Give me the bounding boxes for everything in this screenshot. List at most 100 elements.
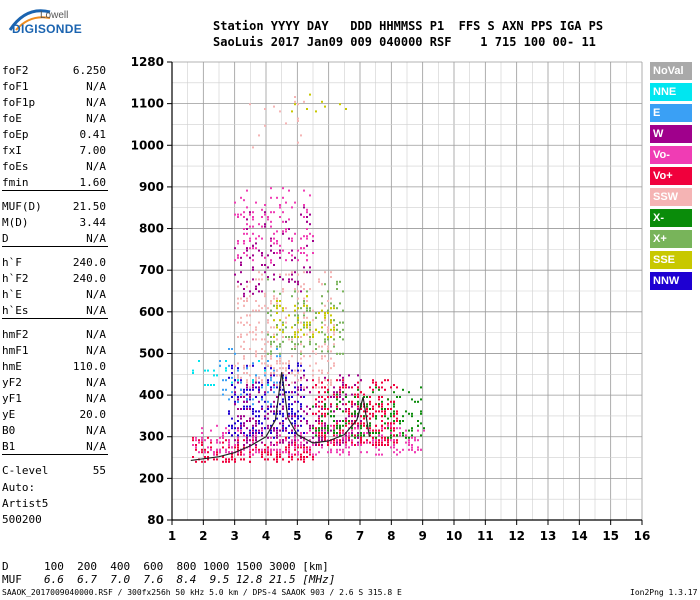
- echo-point: [321, 424, 323, 427]
- echo-point: [252, 441, 254, 444]
- echo-point: [330, 403, 332, 406]
- echo-point: [324, 340, 326, 343]
- echo-point: [291, 396, 293, 398]
- echo-point: [276, 240, 278, 242]
- echo-point: [282, 427, 284, 430]
- chart-grid: [171, 61, 643, 521]
- param-value: 7.00: [79, 144, 107, 157]
- echo-point: [402, 388, 404, 391]
- echo-point: [339, 420, 341, 422]
- echo-point: [270, 237, 272, 240]
- echo-point: [252, 218, 254, 221]
- echo-point: [396, 420, 398, 422]
- echo-point: [273, 448, 275, 451]
- echo-point: [345, 396, 347, 398]
- echo-point: [237, 321, 239, 324]
- echo-point: [270, 453, 272, 456]
- echo-point: [294, 420, 296, 422]
- echo-point: [339, 352, 341, 355]
- echo-point: [270, 187, 272, 190]
- echo-point: [261, 429, 263, 432]
- echo-point: [252, 386, 254, 389]
- echo-point: [276, 300, 278, 302]
- echo-point: [321, 429, 323, 432]
- echo-point: [393, 439, 395, 442]
- echo-point: [309, 439, 311, 442]
- echo-point: [204, 451, 206, 454]
- echo-point: [228, 460, 230, 463]
- echo-point: [294, 290, 296, 293]
- echo-point: [267, 436, 269, 439]
- x-tick-label: 8: [387, 529, 395, 543]
- echo-point: [252, 244, 254, 247]
- echo-point: [291, 417, 293, 420]
- echo-point: [270, 336, 272, 338]
- echo-point: [234, 201, 236, 204]
- echo-point: [249, 211, 251, 214]
- echo-point: [240, 408, 242, 410]
- echo-point: [261, 338, 263, 341]
- echo-point: [249, 434, 251, 437]
- echo-point: [357, 400, 359, 403]
- echo-point: [249, 417, 251, 420]
- y-tick-label: 80: [147, 513, 164, 527]
- echo-point: [333, 391, 335, 394]
- echo-point: [360, 432, 362, 434]
- echo-point: [366, 441, 368, 444]
- param-name: foF2: [2, 64, 29, 77]
- echo-point: [297, 379, 299, 382]
- echo-point: [225, 451, 227, 454]
- echo-point: [309, 321, 311, 324]
- param-row: foF2 6.250: [2, 64, 106, 78]
- echo-point: [312, 374, 314, 377]
- echo-points: [192, 93, 425, 463]
- echo-point: [237, 256, 239, 259]
- echo-point: [324, 312, 326, 314]
- x-tick-label: 15: [602, 529, 619, 543]
- echo-point: [366, 432, 368, 434]
- echo-point: [270, 379, 272, 382]
- echo-point: [243, 295, 245, 298]
- echo-point: [282, 324, 284, 326]
- param-name: hmE: [2, 360, 22, 373]
- echo-point: [276, 324, 278, 326]
- echo-point: [411, 446, 413, 449]
- echo-point: [339, 280, 341, 283]
- echo-point: [378, 441, 380, 444]
- echo-point: [321, 427, 323, 430]
- echo-point: [249, 348, 251, 350]
- echo-point: [387, 403, 389, 406]
- echo-point: [315, 434, 317, 437]
- echo-point: [270, 429, 272, 432]
- echo-point: [411, 436, 413, 439]
- echo-point: [246, 228, 248, 230]
- echo-point: [276, 374, 278, 377]
- echo-point: [243, 211, 245, 214]
- echo-point: [378, 405, 380, 408]
- echo-point: [279, 355, 281, 358]
- echo-point: [315, 398, 317, 401]
- echo-point: [267, 448, 269, 451]
- echo-point: [342, 420, 344, 422]
- echo-point: [204, 448, 206, 451]
- echo-point: [240, 345, 242, 348]
- echo-point: [282, 230, 284, 233]
- echo-point: [303, 432, 305, 434]
- echo-point: [348, 453, 350, 456]
- echo-point: [234, 432, 236, 434]
- echo-point: [204, 460, 206, 463]
- echo-point: [339, 429, 341, 432]
- echo-point: [264, 393, 266, 396]
- echo-point: [309, 408, 311, 410]
- echo-point: [348, 415, 350, 418]
- echo-point: [240, 336, 242, 338]
- echo-point: [345, 393, 347, 396]
- echo-point: [300, 252, 302, 254]
- echo-point: [372, 388, 374, 391]
- echo-point: [243, 415, 245, 418]
- echo-point: [276, 360, 278, 362]
- param-name: yF2: [2, 376, 22, 389]
- echo-point: [366, 408, 368, 410]
- echo-point: [291, 237, 293, 240]
- echo-point: [381, 441, 383, 444]
